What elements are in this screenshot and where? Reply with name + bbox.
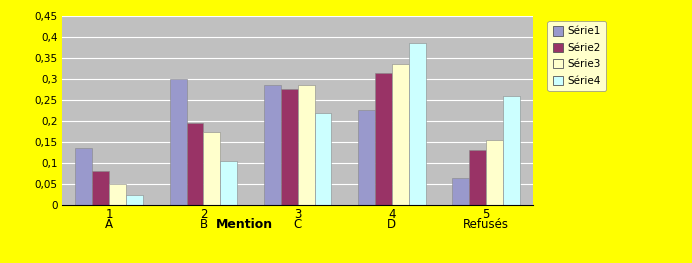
Bar: [93, 171, 109, 205]
Bar: [109, 184, 126, 205]
Bar: [203, 132, 220, 205]
Bar: [358, 110, 375, 205]
Bar: [281, 89, 298, 205]
Text: D: D: [387, 218, 397, 231]
Bar: [375, 73, 392, 205]
Bar: [502, 96, 520, 205]
Bar: [408, 43, 426, 205]
Bar: [170, 79, 187, 205]
Bar: [392, 64, 408, 205]
Text: A: A: [105, 218, 113, 231]
Bar: [314, 113, 331, 205]
Text: C: C: [293, 218, 302, 231]
Text: Mention: Mention: [216, 218, 273, 231]
Text: Refusés: Refusés: [463, 218, 509, 231]
Bar: [187, 123, 203, 205]
Text: B: B: [199, 218, 208, 231]
Bar: [486, 140, 502, 205]
Bar: [298, 85, 314, 205]
Bar: [220, 161, 237, 205]
Bar: [264, 85, 281, 205]
Bar: [126, 195, 143, 205]
Legend: Série1, Série2, Série3, Série4: Série1, Série2, Série3, Série4: [547, 21, 606, 91]
Bar: [452, 178, 469, 205]
Bar: [469, 150, 486, 205]
Bar: [75, 148, 93, 205]
